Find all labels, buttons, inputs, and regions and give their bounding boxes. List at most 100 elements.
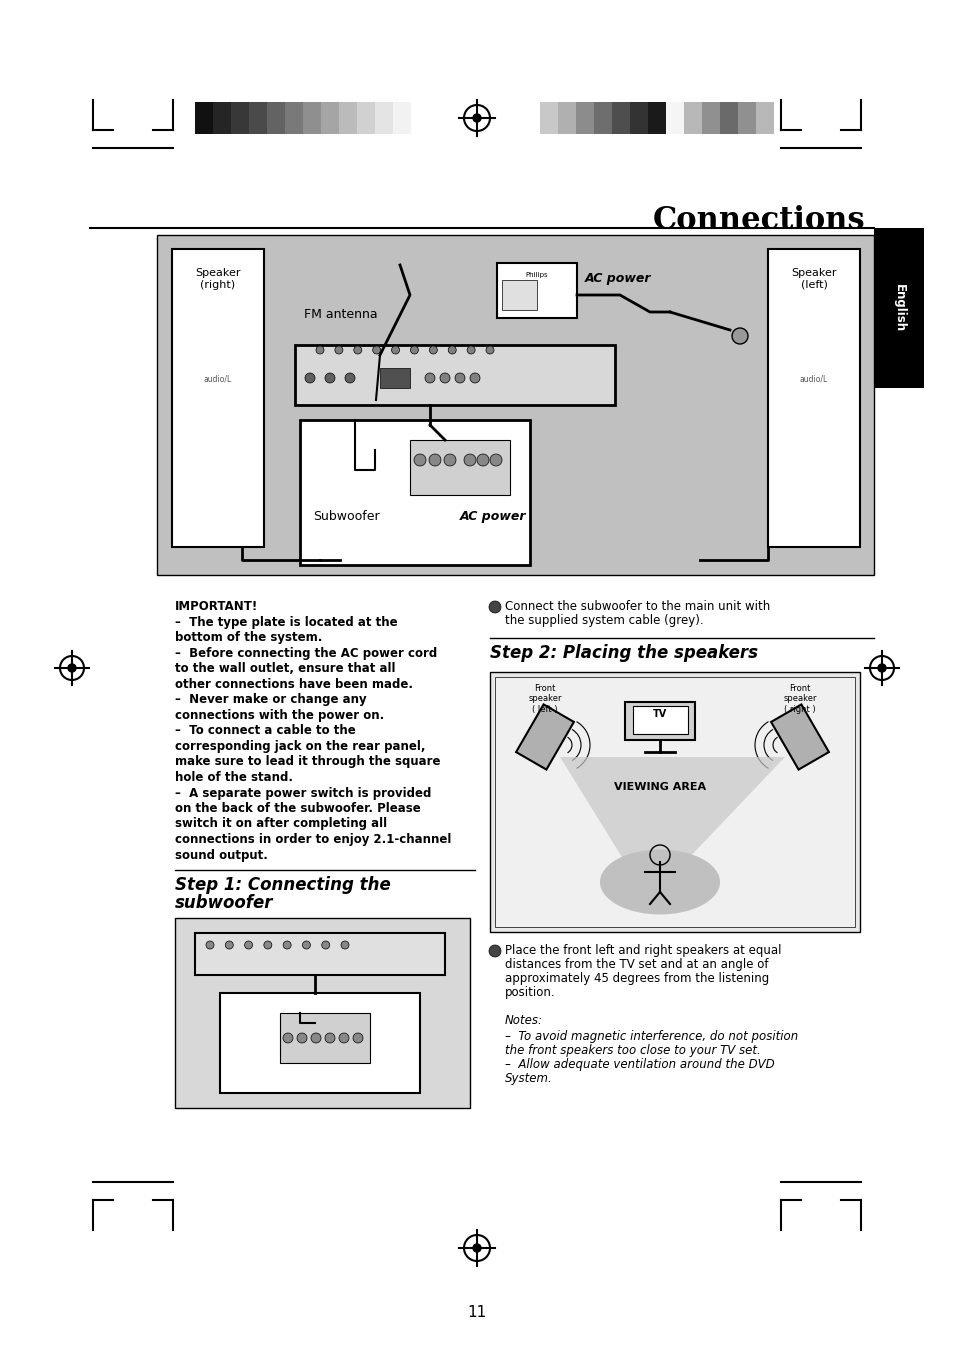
Text: FM antenna: FM antenna <box>304 308 377 322</box>
Polygon shape <box>559 757 784 862</box>
Circle shape <box>476 454 489 466</box>
Text: Connections: Connections <box>652 205 864 236</box>
Circle shape <box>325 373 335 382</box>
Bar <box>285 101 303 134</box>
Bar <box>755 101 773 134</box>
Bar <box>356 101 375 134</box>
Text: hole of the stand.: hole of the stand. <box>174 771 293 784</box>
Circle shape <box>68 663 76 671</box>
Circle shape <box>485 346 494 354</box>
Circle shape <box>414 454 426 466</box>
Bar <box>683 101 701 134</box>
Text: VIEWING AREA: VIEWING AREA <box>614 782 705 792</box>
Text: AC power: AC power <box>459 509 526 523</box>
Bar <box>194 934 444 975</box>
Text: audio/L: audio/L <box>204 376 232 384</box>
Text: Notes:: Notes: <box>504 1015 542 1027</box>
Text: distances from the TV set and at an angle of: distances from the TV set and at an angl… <box>504 958 768 971</box>
Circle shape <box>206 942 213 948</box>
Bar <box>267 101 285 134</box>
Circle shape <box>325 1034 335 1043</box>
Circle shape <box>470 373 479 382</box>
Bar <box>633 707 687 734</box>
Bar <box>665 101 683 134</box>
Circle shape <box>439 373 450 382</box>
Circle shape <box>489 601 500 613</box>
Text: connections in order to enjoy 2.1-channel: connections in order to enjoy 2.1-channe… <box>174 834 451 846</box>
Bar <box>213 101 231 134</box>
Bar <box>501 280 537 309</box>
Bar <box>320 101 338 134</box>
Text: sound output.: sound output. <box>174 848 268 862</box>
Circle shape <box>283 1034 293 1043</box>
Circle shape <box>283 942 291 948</box>
Circle shape <box>455 373 464 382</box>
Text: Front
speaker
( right ): Front speaker ( right ) <box>782 684 816 713</box>
Circle shape <box>448 346 456 354</box>
Text: English: English <box>892 284 904 332</box>
Text: –  To avoid magnetic interference, do not position: – To avoid magnetic interference, do not… <box>504 1029 798 1043</box>
Circle shape <box>225 942 233 948</box>
Text: Speaker
(right): Speaker (right) <box>195 267 240 289</box>
Text: bottom of the system.: bottom of the system. <box>174 631 322 644</box>
Circle shape <box>467 346 475 354</box>
Text: position.: position. <box>504 986 555 998</box>
Text: –  A separate power switch is provided: – A separate power switch is provided <box>174 786 431 800</box>
Text: –  Allow adequate ventilation around the DVD: – Allow adequate ventilation around the … <box>504 1058 774 1071</box>
Text: –  To connect a cable to the: – To connect a cable to the <box>174 724 355 738</box>
Bar <box>299 420 530 565</box>
Circle shape <box>264 942 272 948</box>
Text: Subwoofer: Subwoofer <box>313 509 379 523</box>
Circle shape <box>424 373 435 382</box>
Bar <box>612 101 629 134</box>
Circle shape <box>463 454 476 466</box>
Circle shape <box>321 942 330 948</box>
Text: Front
speaker
( left ): Front speaker ( left ) <box>528 684 561 713</box>
Text: corresponding jack on the rear panel,: corresponding jack on the rear panel, <box>174 740 425 753</box>
Circle shape <box>429 454 440 466</box>
Text: –  Before connecting the AC power cord: – Before connecting the AC power cord <box>174 647 436 661</box>
Bar <box>172 249 264 547</box>
Bar <box>767 249 859 547</box>
Bar <box>873 228 923 388</box>
Text: Speaker
(left): Speaker (left) <box>790 267 836 289</box>
Circle shape <box>296 1034 307 1043</box>
Bar <box>539 101 558 134</box>
Text: IMPORTANT!: IMPORTANT! <box>174 600 258 613</box>
Circle shape <box>410 346 418 354</box>
Text: –  The type plate is located at the: – The type plate is located at the <box>174 616 397 630</box>
Text: the front speakers too close to your TV set.: the front speakers too close to your TV … <box>504 1044 760 1056</box>
Text: System.: System. <box>504 1071 552 1085</box>
Bar <box>558 101 576 134</box>
Bar <box>231 101 249 134</box>
Circle shape <box>731 328 747 345</box>
Ellipse shape <box>599 850 720 915</box>
Bar <box>393 101 411 134</box>
Text: –  Never make or change any: – Never make or change any <box>174 693 366 707</box>
Bar <box>738 101 755 134</box>
Bar <box>194 101 213 134</box>
Text: Place the front left and right speakers at equal: Place the front left and right speakers … <box>504 944 781 957</box>
Text: switch it on after completing all: switch it on after completing all <box>174 817 387 831</box>
Circle shape <box>443 454 456 466</box>
Bar <box>174 917 470 1108</box>
Text: 11: 11 <box>467 1305 486 1320</box>
Text: to the wall outlet, ensure that all: to the wall outlet, ensure that all <box>174 662 395 676</box>
Circle shape <box>354 346 361 354</box>
Circle shape <box>345 373 355 382</box>
Circle shape <box>473 113 480 122</box>
Text: make sure to lead it through the square: make sure to lead it through the square <box>174 755 440 769</box>
Text: audio/L: audio/L <box>799 376 827 384</box>
Text: Step 1: Connecting the: Step 1: Connecting the <box>174 875 391 894</box>
Text: approximately 45 degrees from the listening: approximately 45 degrees from the listen… <box>504 971 768 985</box>
Bar <box>338 101 356 134</box>
Circle shape <box>391 346 399 354</box>
Circle shape <box>302 942 310 948</box>
Circle shape <box>311 1034 320 1043</box>
Bar <box>249 101 267 134</box>
Bar <box>379 367 410 388</box>
Circle shape <box>353 1034 363 1043</box>
Circle shape <box>490 454 501 466</box>
Circle shape <box>305 373 314 382</box>
Text: AC power: AC power <box>584 272 651 285</box>
